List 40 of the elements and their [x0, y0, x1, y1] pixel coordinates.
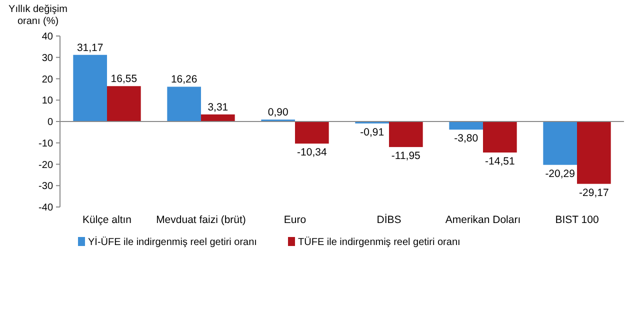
data-label: -14,51: [485, 156, 515, 168]
data-label: -10,34: [297, 146, 327, 159]
bar: [73, 54, 107, 122]
legend-label: TÜFE ile indirgenmiş reel getiri oranı: [298, 236, 460, 248]
x-tick-label: Külçe altın: [82, 214, 132, 226]
y-tick-label: 10: [42, 96, 54, 107]
bar: [483, 122, 517, 153]
y-tick-label: -40: [38, 202, 54, 214]
data-label: 31,17: [76, 42, 104, 54]
bar: [389, 122, 423, 148]
data-label: -29,17: [579, 186, 609, 199]
y-tick-label: 0: [47, 117, 54, 128]
x-tick-label: Euro: [284, 214, 306, 226]
data-label: -0,91: [360, 126, 384, 138]
y-tick-label: -10: [38, 138, 54, 150]
bar: [167, 86, 201, 122]
x-tick-label: DİBS: [376, 213, 402, 226]
y-tick-label: 40: [42, 32, 54, 42]
legend-label: Yİ-ÜFE ile indirgenmiş reel getiri oranı: [88, 236, 257, 248]
x-tick-label: Amerikan Doları: [445, 214, 521, 226]
y-axis-title: Yıllık değişim oranı (%): [8, 4, 68, 27]
x-tick-label: Mevduat faizi (brüt): [156, 214, 246, 226]
data-label: -20,29: [545, 168, 576, 180]
data-label: 16,55: [110, 73, 138, 86]
data-label: 0,90: [268, 106, 288, 119]
data-label: 3,31: [208, 101, 228, 114]
bar: [295, 122, 329, 144]
y-tick-label: 20: [42, 74, 54, 86]
x-tick-label: BIST 100: [555, 214, 599, 226]
bar: [577, 122, 611, 184]
bar: [201, 114, 235, 122]
data-label: 16,26: [170, 74, 198, 86]
bar: [107, 86, 141, 122]
y-tick-label: 30: [42, 52, 54, 64]
y-tick-label: -30: [38, 181, 54, 192]
bar: [543, 122, 577, 165]
y-tick-label: -20: [38, 160, 54, 171]
bar: [449, 122, 483, 130]
data-label: -3,80: [454, 132, 478, 145]
data-label: -11,95: [391, 150, 421, 162]
